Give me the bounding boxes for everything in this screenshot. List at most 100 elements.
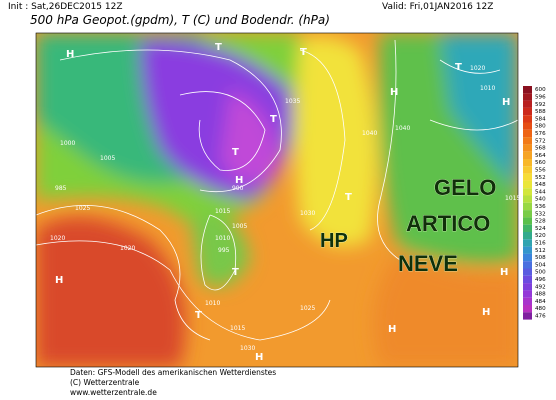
pressure-center: T: [215, 42, 222, 53]
colorbar-swatch: [523, 261, 532, 269]
pressure-center: H: [55, 275, 63, 286]
colorbar-swatch: [523, 297, 532, 305]
colorbar-label: 480: [535, 306, 546, 312]
isobar-label: 1005: [100, 155, 115, 162]
colorbar-swatch: [523, 239, 532, 247]
isobar-label: 1035: [285, 98, 300, 105]
colorbar-label: 560: [535, 160, 546, 166]
footer-copyright: (C) Wetterzentrale: [70, 378, 140, 387]
colorbar-label: 548: [535, 182, 546, 188]
colorbar-label: 596: [535, 94, 546, 100]
annotation-neve: NEVE: [398, 251, 458, 276]
colorbar-label: 556: [535, 167, 546, 173]
colorbar-swatch: [523, 107, 532, 116]
footer-url: www.wetterzentrale.de: [70, 388, 157, 397]
colorbar-swatch: [523, 180, 532, 189]
annotation-artico: ARTICO: [406, 211, 490, 236]
colorbar-label: 536: [535, 204, 546, 210]
colorbar-label: 592: [535, 102, 546, 108]
colorbar-label: 600: [535, 87, 546, 93]
pressure-center: T: [345, 192, 352, 203]
colorbar-label: 488: [535, 292, 546, 298]
colorbar-swatch: [523, 188, 532, 196]
colorbar-swatch: [523, 195, 532, 203]
pressure-center: H: [390, 87, 398, 98]
isobar-label: 1010: [480, 85, 495, 92]
colorbar-label: 564: [535, 153, 546, 159]
colorbar-swatch: [523, 290, 532, 298]
map-frame: [35, 32, 519, 368]
pressure-center: T: [232, 267, 239, 278]
annotation-gelo: GELO: [434, 175, 496, 200]
colorbar-label: 484: [535, 299, 546, 305]
colorbar-label: 512: [535, 248, 546, 254]
colorbar-label: 576: [535, 131, 546, 137]
colorbar-swatch: [523, 151, 532, 159]
pressure-center: T: [270, 114, 277, 125]
colorbar-label: 504: [535, 262, 546, 268]
isobar-label: 985: [55, 185, 67, 192]
init-time: Init : Sat,26DEC2015 12Z: [8, 2, 123, 12]
isobars: [36, 39, 518, 341]
pressure-center: T: [455, 62, 462, 73]
pressure-center: T: [300, 47, 307, 58]
colorbar-label: 544: [535, 189, 546, 195]
colorbar-swatch: [523, 100, 532, 108]
pressure-center: H: [388, 324, 396, 335]
pressure-center: H: [502, 97, 510, 108]
colorbar-label: 476: [535, 313, 546, 319]
colorbar-swatch: [523, 246, 532, 254]
colorbar-swatch: [523, 210, 532, 218]
colorbar-label: 572: [535, 138, 546, 144]
colorbar-swatch: [523, 305, 532, 313]
colorbar-swatch: [523, 253, 532, 262]
isobar-label: 995: [218, 247, 230, 254]
colorbar-swatch: [523, 86, 532, 94]
colorbar-label: 584: [535, 116, 546, 122]
colorbar-swatch: [523, 217, 532, 225]
map-title: 500 hPa Geopot.(gpdm), T (C) und Bodendr…: [30, 13, 330, 27]
pressure-center: H: [235, 175, 243, 186]
colorbar-swatch: [523, 275, 532, 284]
pressure-center: H: [500, 267, 508, 278]
colorbar-swatch: [523, 137, 532, 145]
isobar-label: 1040: [362, 130, 377, 137]
isobar-label: 1020: [470, 65, 485, 72]
colorbar-swatch: [523, 224, 532, 232]
isobar-label: 1015: [215, 208, 230, 215]
colorbar-swatch: [523, 129, 532, 138]
isobar-label: 1015: [505, 195, 520, 202]
colorbar-label: 528: [535, 219, 546, 225]
pressure-center: H: [255, 352, 263, 363]
colorbar-swatch: [523, 312, 532, 320]
colorbar-label: 568: [535, 146, 546, 152]
isobar-label: 990: [232, 185, 244, 192]
isobar-label: 1025: [75, 205, 90, 212]
map: [36, 33, 518, 367]
colorbar-swatch: [523, 93, 532, 101]
pressure-center: T: [195, 310, 202, 321]
isobar-label: 1020: [50, 235, 65, 242]
valid-time: Valid: Fri,01JAN2016 12Z: [382, 2, 493, 12]
colorbar-swatch: [523, 173, 532, 181]
pressure-center: H: [66, 49, 74, 60]
colorbar-label: 500: [535, 270, 546, 276]
colorbar-label: 508: [535, 255, 546, 261]
colorbar-swatch: [523, 202, 532, 211]
colorbar-label: 532: [535, 211, 546, 217]
isobar-label: 1020: [120, 245, 135, 252]
colorbar-label: 516: [535, 240, 546, 246]
colorbar-label: 580: [535, 124, 546, 130]
colorbar-swatch: [523, 268, 532, 276]
colorbar-swatch: [523, 144, 532, 152]
isobar-label: 1005: [232, 223, 247, 230]
isobar-label: 1010: [205, 300, 220, 307]
colorbar-label: 552: [535, 175, 546, 181]
colorbar-label: 588: [535, 109, 546, 115]
pressure-center: H: [482, 307, 490, 318]
annotation-hp: HP: [320, 230, 348, 252]
colorbar-swatch: [523, 159, 532, 167]
isobar-label: 1030: [240, 345, 255, 352]
isobar-label: 1040: [395, 125, 410, 132]
